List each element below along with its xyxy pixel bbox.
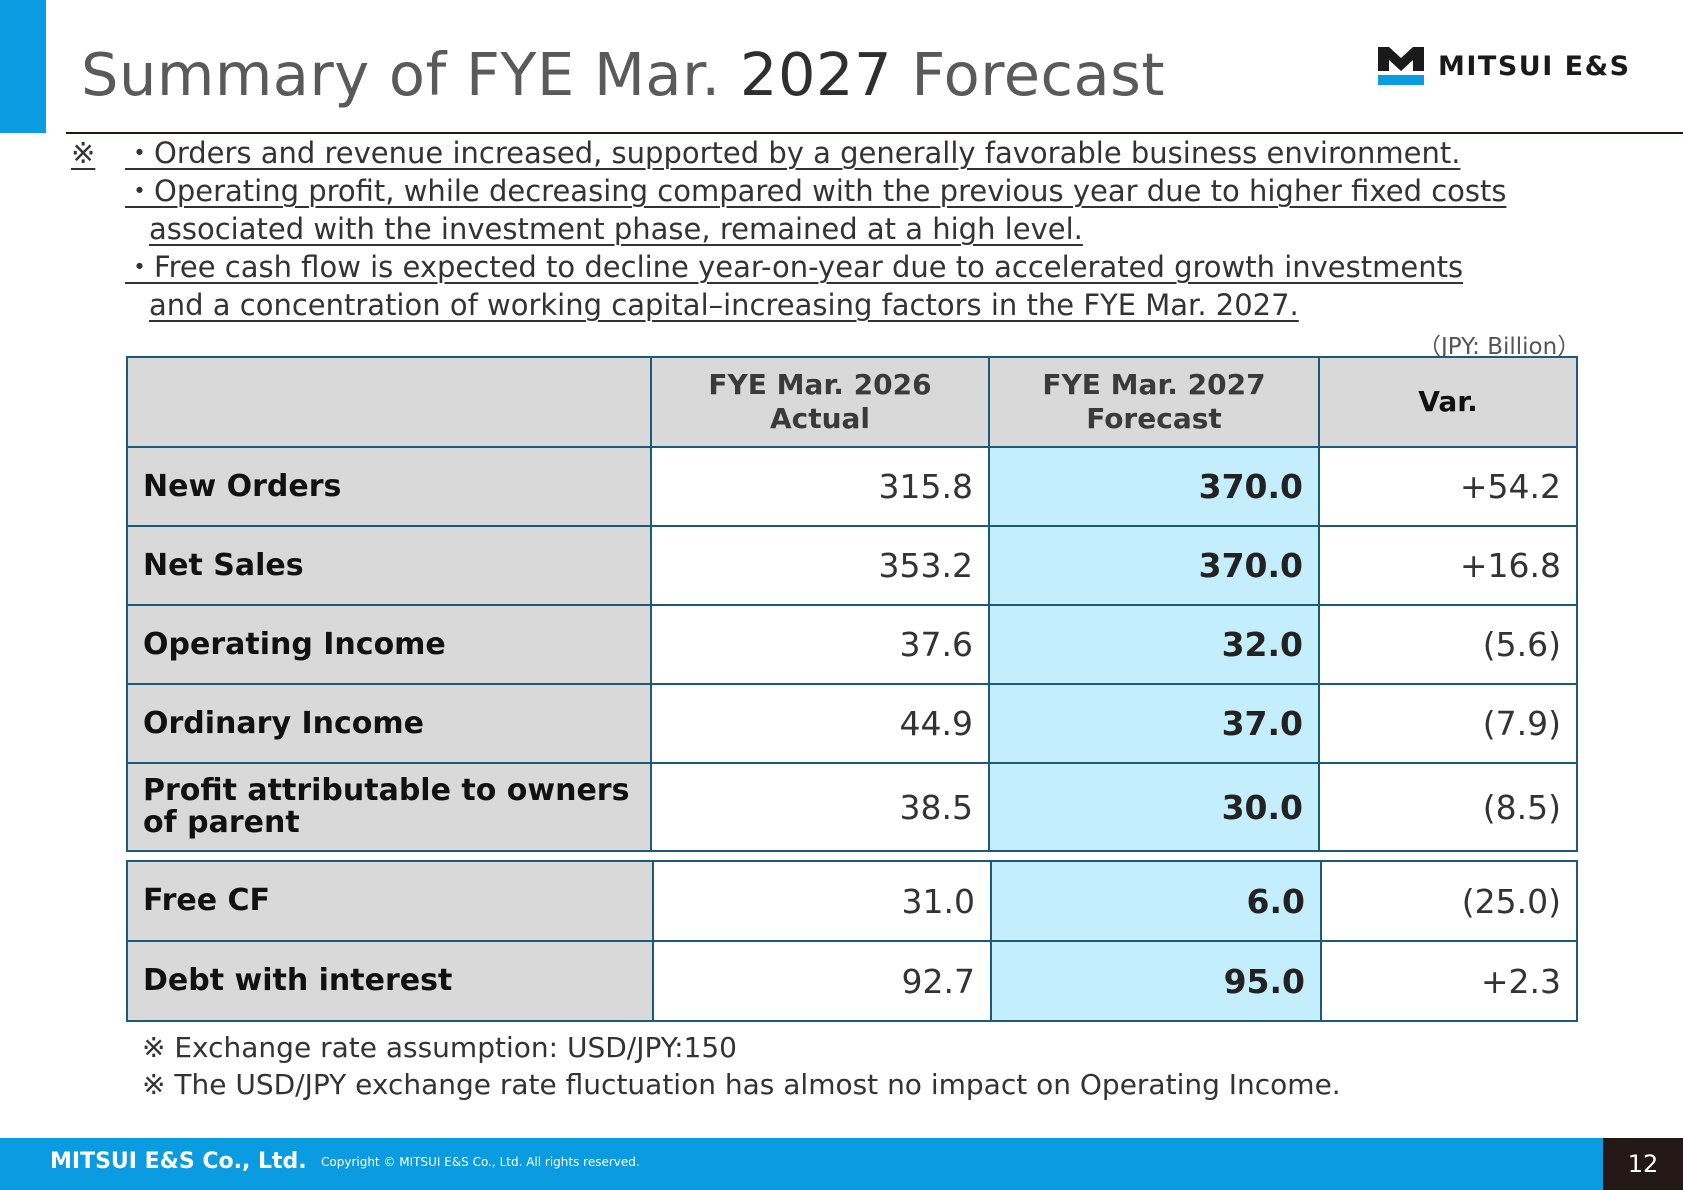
table-row: Net Sales 353.2 370.0 +16.8 bbox=[126, 525, 1578, 606]
footer-copyright: Copyright © MITSUI E&S Co., Ltd. All rig… bbox=[321, 1155, 640, 1169]
accent-bar bbox=[0, 0, 46, 133]
table-row: Profit attributable to owners of parent 3… bbox=[126, 762, 1578, 852]
footnote-exchange-rate: ※ Exchange rate assumption: USD/JPY:150 bbox=[142, 1031, 737, 1064]
title-divider bbox=[66, 132, 1683, 134]
row-label: Ordinary Income bbox=[126, 683, 652, 764]
row-label: Debt with interest bbox=[126, 940, 654, 1022]
forecast-value: 6.0 bbox=[990, 860, 1322, 942]
table-row: Free CF 31.0 6.0 (25.0) bbox=[126, 860, 1578, 942]
row-label: Profit attributable to owners of parent bbox=[126, 762, 652, 852]
actual-value: 37.6 bbox=[650, 604, 990, 685]
row-label: Net Sales bbox=[126, 525, 652, 606]
forecast-value: 37.0 bbox=[988, 683, 1320, 764]
footer-company: MITSUI E&S Co., Ltd. bbox=[50, 1149, 307, 1174]
row-label-line-1: Profit attributable to owners bbox=[143, 773, 630, 808]
actual-value: 315.8 bbox=[650, 446, 990, 527]
var-value: +16.8 bbox=[1318, 525, 1578, 606]
financial-table: FYE Mar. 2026 Actual FYE Mar. 2027 Forecas… bbox=[126, 356, 1578, 852]
header-actual-line-2: Actual bbox=[769, 402, 871, 435]
forecast-value: 370.0 bbox=[988, 446, 1320, 527]
header-forecast: FYE Mar. 2027 Forecast bbox=[988, 356, 1320, 448]
var-value: (5.6) bbox=[1318, 604, 1578, 685]
row-label: Operating Income bbox=[126, 604, 652, 685]
table-header-row: FYE Mar. 2026 Actual FYE Mar. 2027 Forecas… bbox=[126, 356, 1578, 448]
actual-value: 44.9 bbox=[650, 683, 990, 764]
actual-value: 353.2 bbox=[650, 525, 990, 606]
table-row: Ordinary Income 44.9 37.0 (7.9) bbox=[126, 683, 1578, 764]
var-value: (7.9) bbox=[1318, 683, 1578, 764]
footer-bar: MITSUI E&S Co., Ltd. Copyright © MITSUI … bbox=[0, 1138, 1683, 1190]
actual-value: 31.0 bbox=[652, 860, 992, 942]
page-number: 12 bbox=[1603, 1138, 1683, 1190]
row-label: Free CF bbox=[126, 860, 654, 942]
var-value: (25.0) bbox=[1320, 860, 1578, 942]
header-blank-cell bbox=[126, 356, 652, 448]
actual-value: 92.7 bbox=[652, 940, 992, 1022]
title-prefix: Summary of FYE Mar. bbox=[81, 40, 740, 109]
bullet-3-line-1: ・Free cash flow is expected to decline y… bbox=[125, 250, 1464, 284]
forecast-value: 30.0 bbox=[988, 762, 1320, 852]
bullet-3-line-2: and a concentration of working capital–i… bbox=[149, 288, 1299, 322]
actual-value: 38.5 bbox=[650, 762, 990, 852]
footnote-exchange-impact: ※ The USD/JPY exchange rate fluctuation … bbox=[142, 1068, 1341, 1101]
row-label-line-2: of parent bbox=[143, 805, 300, 840]
header-forecast-line-1: FYE Mar. 2027 bbox=[1042, 368, 1266, 401]
forecast-value: 95.0 bbox=[990, 940, 1322, 1022]
forecast-value: 370.0 bbox=[988, 525, 1320, 606]
mitsui-logo-icon bbox=[1378, 47, 1424, 85]
page-title: Summary of FYE Mar. 2027 Forecast bbox=[81, 40, 1165, 109]
forecast-value: 32.0 bbox=[988, 604, 1320, 685]
var-value: +2.3 bbox=[1320, 940, 1578, 1022]
title-suffix: Forecast bbox=[892, 40, 1165, 109]
bullet-2-line-1: ・Operating profit, while decreasing comp… bbox=[125, 174, 1507, 208]
table-row: Operating Income 37.6 32.0 (5.6) bbox=[126, 604, 1578, 685]
title-year: 2027 bbox=[739, 40, 893, 109]
bullet-2-line-2: associated with the investment phase, re… bbox=[149, 212, 1083, 246]
var-value: (8.5) bbox=[1318, 762, 1578, 852]
row-label: New Orders bbox=[126, 446, 652, 527]
note-mark: ※ bbox=[71, 136, 96, 170]
table-row: Debt with interest 92.7 95.0 +2.3 bbox=[126, 940, 1578, 1022]
header-forecast-line-2: Forecast bbox=[1086, 402, 1222, 435]
company-logo: MITSUI E&S bbox=[1378, 47, 1631, 85]
header-actual: FYE Mar. 2026 Actual bbox=[650, 356, 990, 448]
bullet-1: ・Orders and revenue increased, supported… bbox=[125, 136, 1461, 170]
var-value: +54.2 bbox=[1318, 446, 1578, 527]
logo-text: MITSUI E&S bbox=[1438, 50, 1631, 82]
header-actual-line-1: FYE Mar. 2026 bbox=[708, 368, 932, 401]
unit-label: （JPY: Billion） bbox=[1418, 334, 1581, 360]
header-var: Var. bbox=[1318, 356, 1578, 448]
table-row: New Orders 315.8 370.0 +54.2 bbox=[126, 446, 1578, 527]
cashflow-debt-table: Free CF 31.0 6.0 (25.0) Debt with intere… bbox=[126, 860, 1578, 1022]
